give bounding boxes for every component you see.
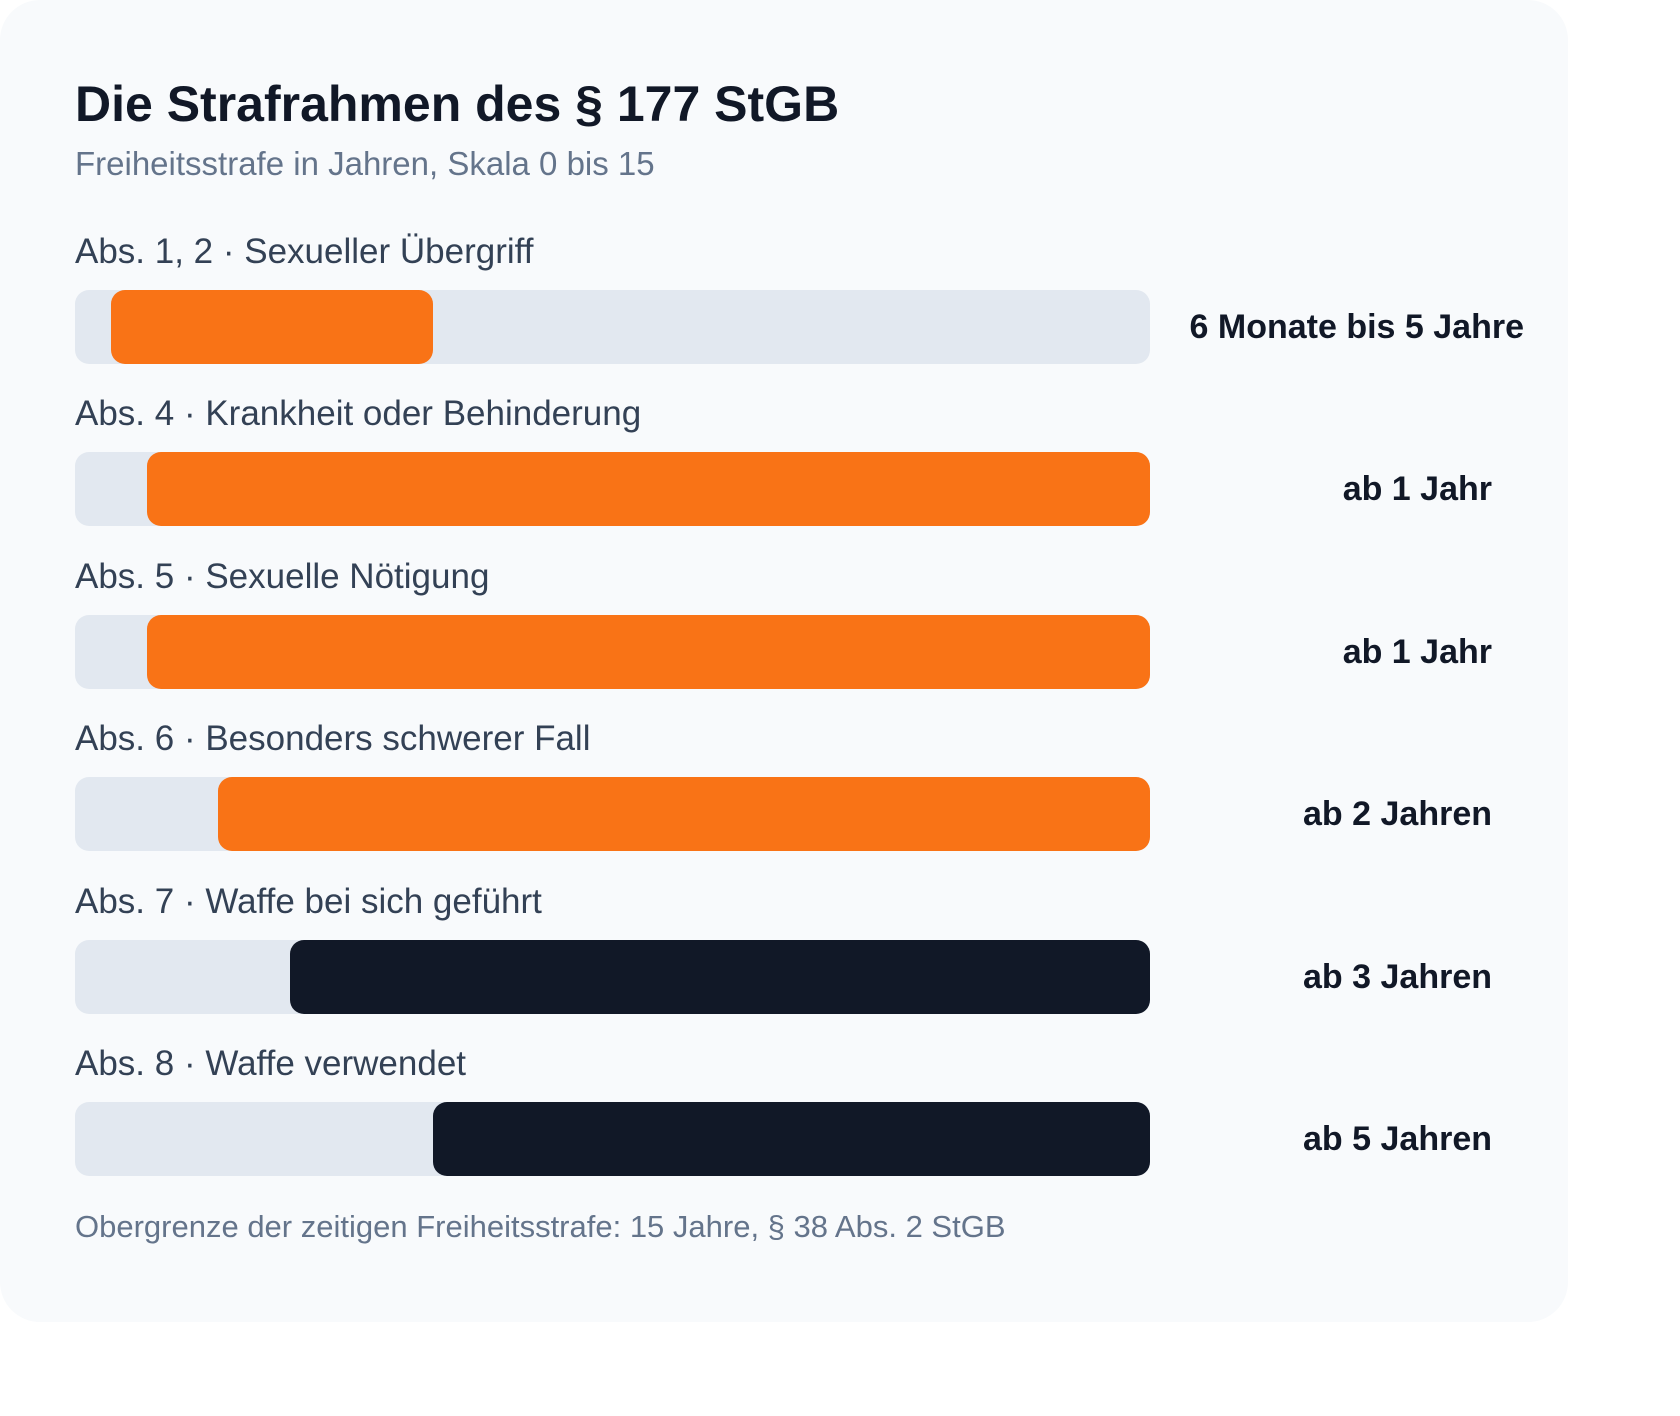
bar-range [110,290,434,364]
row-label: Abs. 6 · Besonders schwerer Fall [75,719,591,759]
bar-track [75,452,1150,527]
bar-track [75,939,1150,1014]
bar-value-label: ab 1 Jahr [1342,470,1492,509]
bar-track [75,1102,1150,1176]
bar-track [75,614,1150,689]
bar-track [75,290,1150,364]
row-label: Abs. 4 · Krankheit oder Behinderung [75,394,642,434]
row-label: Abs. 8 · Waffe verwendet [75,1044,467,1083]
bar-value-label: ab 5 Jahren [1303,1120,1492,1158]
chart-subtitle: Freiheitsstrafe in Jahren, Skala 0 bis 1… [75,145,655,182]
bar-value-label: 6 Monate bis 5 Jahre [1189,308,1524,346]
bar-range [290,939,1150,1014]
chart-card: Die Strafrahmen des § 177 StGB Freiheits… [75,76,1524,1244]
bar-range [218,777,1150,852]
row-label: Abs. 1, 2 · Sexueller Übergriff [75,232,534,271]
row-label: Abs. 5 · Sexuelle Nötigung [75,556,490,596]
bar-value-label: ab 3 Jahren [1303,957,1492,996]
chart-footnote: Obergrenze der zeitigen Freiheitsstrafe:… [75,1209,1006,1244]
bar-range [433,1102,1150,1176]
bar-value-label: ab 1 Jahr [1342,632,1492,671]
row-label: Abs. 7 · Waffe bei sich geführt [75,881,542,921]
bar-range [146,614,1150,689]
chart-title: Die Strafrahmen des § 177 StGB [75,76,840,132]
bar-track [75,777,1150,852]
bar-range [146,452,1150,527]
bar-value-label: ab 2 Jahren [1303,795,1492,834]
